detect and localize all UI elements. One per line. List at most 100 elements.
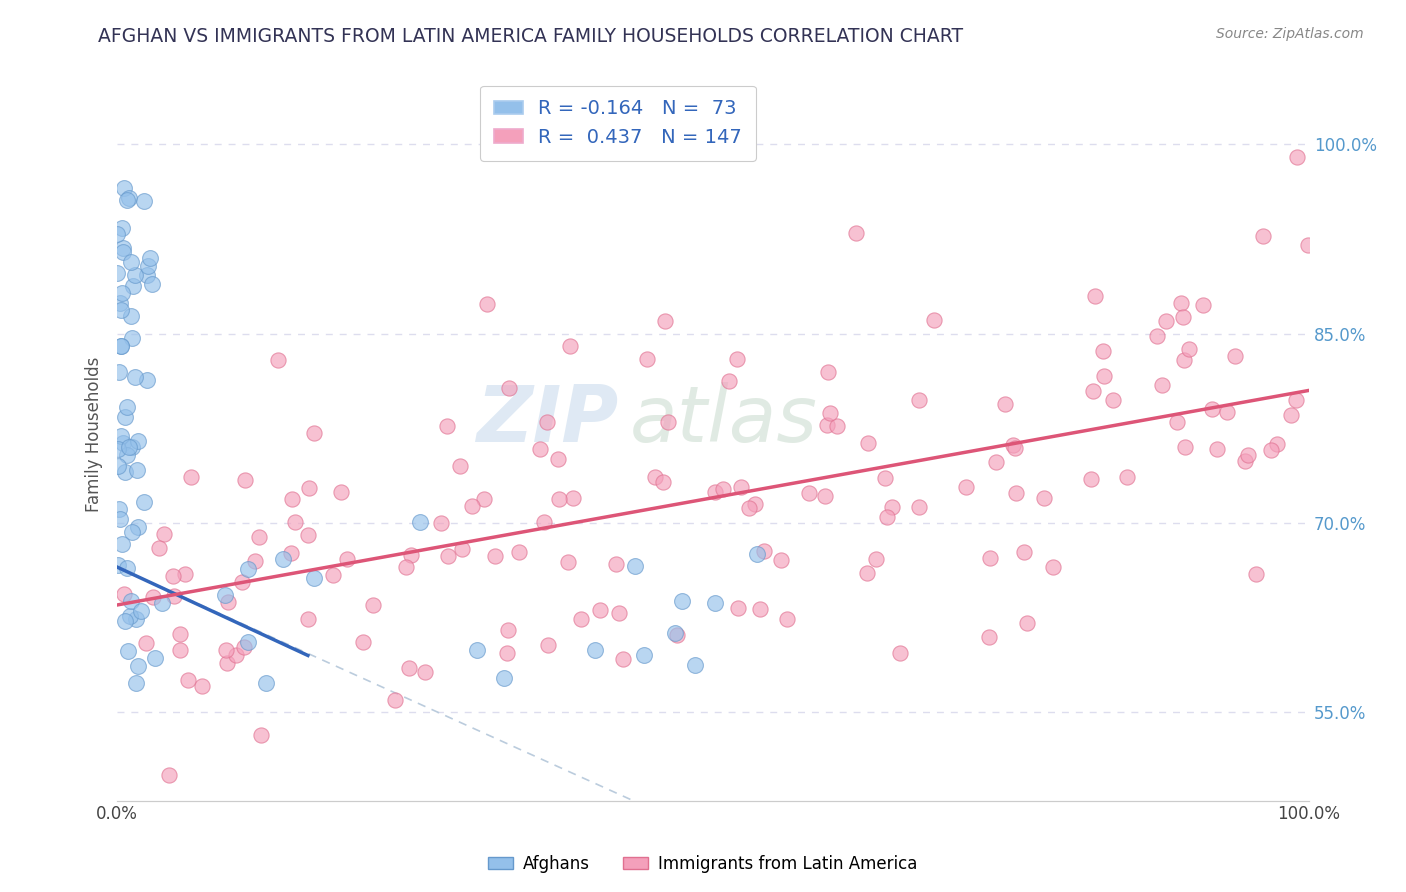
Point [297, 612, 319, 626]
Point [120, 255, 142, 269]
Point [112, 244, 135, 259]
Point [1251, 229, 1274, 244]
Point [738, 500, 761, 515]
Point [1178, 342, 1201, 356]
Point [395, 560, 418, 574]
Point [191, 679, 214, 693]
Point [873, 471, 896, 485]
Point [225, 648, 247, 662]
Point [1015, 615, 1038, 630]
Point [162, 569, 184, 583]
Point [814, 489, 837, 503]
Point [110, 428, 132, 442]
Point [280, 545, 302, 559]
Point [115, 400, 138, 414]
Point [233, 473, 256, 487]
Point [121, 441, 143, 455]
Point [1225, 349, 1247, 363]
Point [107, 558, 129, 573]
Point [799, 485, 821, 500]
Point [436, 418, 458, 433]
Point [865, 551, 887, 566]
Point [330, 485, 353, 500]
Point [243, 554, 266, 568]
Point [979, 551, 1001, 566]
Point [496, 623, 519, 637]
Point [132, 495, 155, 509]
Point [231, 574, 253, 589]
Point [644, 470, 666, 484]
Point [744, 497, 766, 511]
Point [817, 365, 839, 379]
Point [135, 636, 157, 650]
Point [569, 612, 592, 626]
Point [132, 194, 155, 208]
Point [529, 442, 551, 456]
Point [111, 537, 134, 551]
Point [111, 220, 134, 235]
Point [770, 553, 793, 567]
Point [141, 277, 163, 292]
Point [409, 515, 432, 529]
Point [124, 268, 146, 282]
Point [467, 643, 489, 657]
Point [114, 465, 136, 479]
Point [298, 481, 321, 495]
Point [1284, 393, 1306, 408]
Point [907, 500, 929, 515]
Point [977, 630, 1000, 644]
Point [107, 458, 129, 473]
Point [451, 541, 474, 556]
Point [124, 369, 146, 384]
Point [855, 566, 877, 580]
Point [548, 491, 571, 506]
Point [477, 296, 499, 310]
Point [118, 191, 141, 205]
Point [304, 572, 326, 586]
Point [215, 657, 238, 671]
Point [745, 547, 768, 561]
Point [727, 601, 749, 615]
Point [115, 561, 138, 575]
Point [1092, 343, 1115, 358]
Point [180, 470, 202, 484]
Point [657, 415, 679, 429]
Point [112, 180, 135, 194]
Point [120, 609, 142, 624]
Point [138, 260, 160, 274]
Point [108, 296, 131, 310]
Point [651, 475, 673, 489]
Point [398, 661, 420, 675]
Point [955, 480, 977, 494]
Point [117, 440, 139, 454]
Point [607, 606, 630, 620]
Point [1260, 443, 1282, 458]
Point [472, 491, 495, 506]
Point [129, 604, 152, 618]
Point [112, 435, 135, 450]
Point [845, 226, 868, 240]
Point [449, 459, 471, 474]
Point [536, 415, 558, 429]
Point [711, 483, 734, 497]
Point [704, 485, 727, 500]
Point [127, 434, 149, 448]
Point [776, 612, 799, 626]
Point [111, 286, 134, 301]
Point [108, 512, 131, 526]
Point [1286, 150, 1309, 164]
Point [150, 596, 173, 610]
Point [107, 366, 129, 380]
Point [352, 635, 374, 649]
Point [612, 652, 634, 666]
Point [562, 491, 585, 505]
Point [163, 589, 186, 603]
Point [1296, 237, 1319, 252]
Point [583, 643, 606, 657]
Point [115, 448, 138, 462]
Point [558, 339, 581, 353]
Point [232, 640, 254, 654]
Point [127, 659, 149, 673]
Point [336, 551, 359, 566]
Point [110, 303, 132, 318]
